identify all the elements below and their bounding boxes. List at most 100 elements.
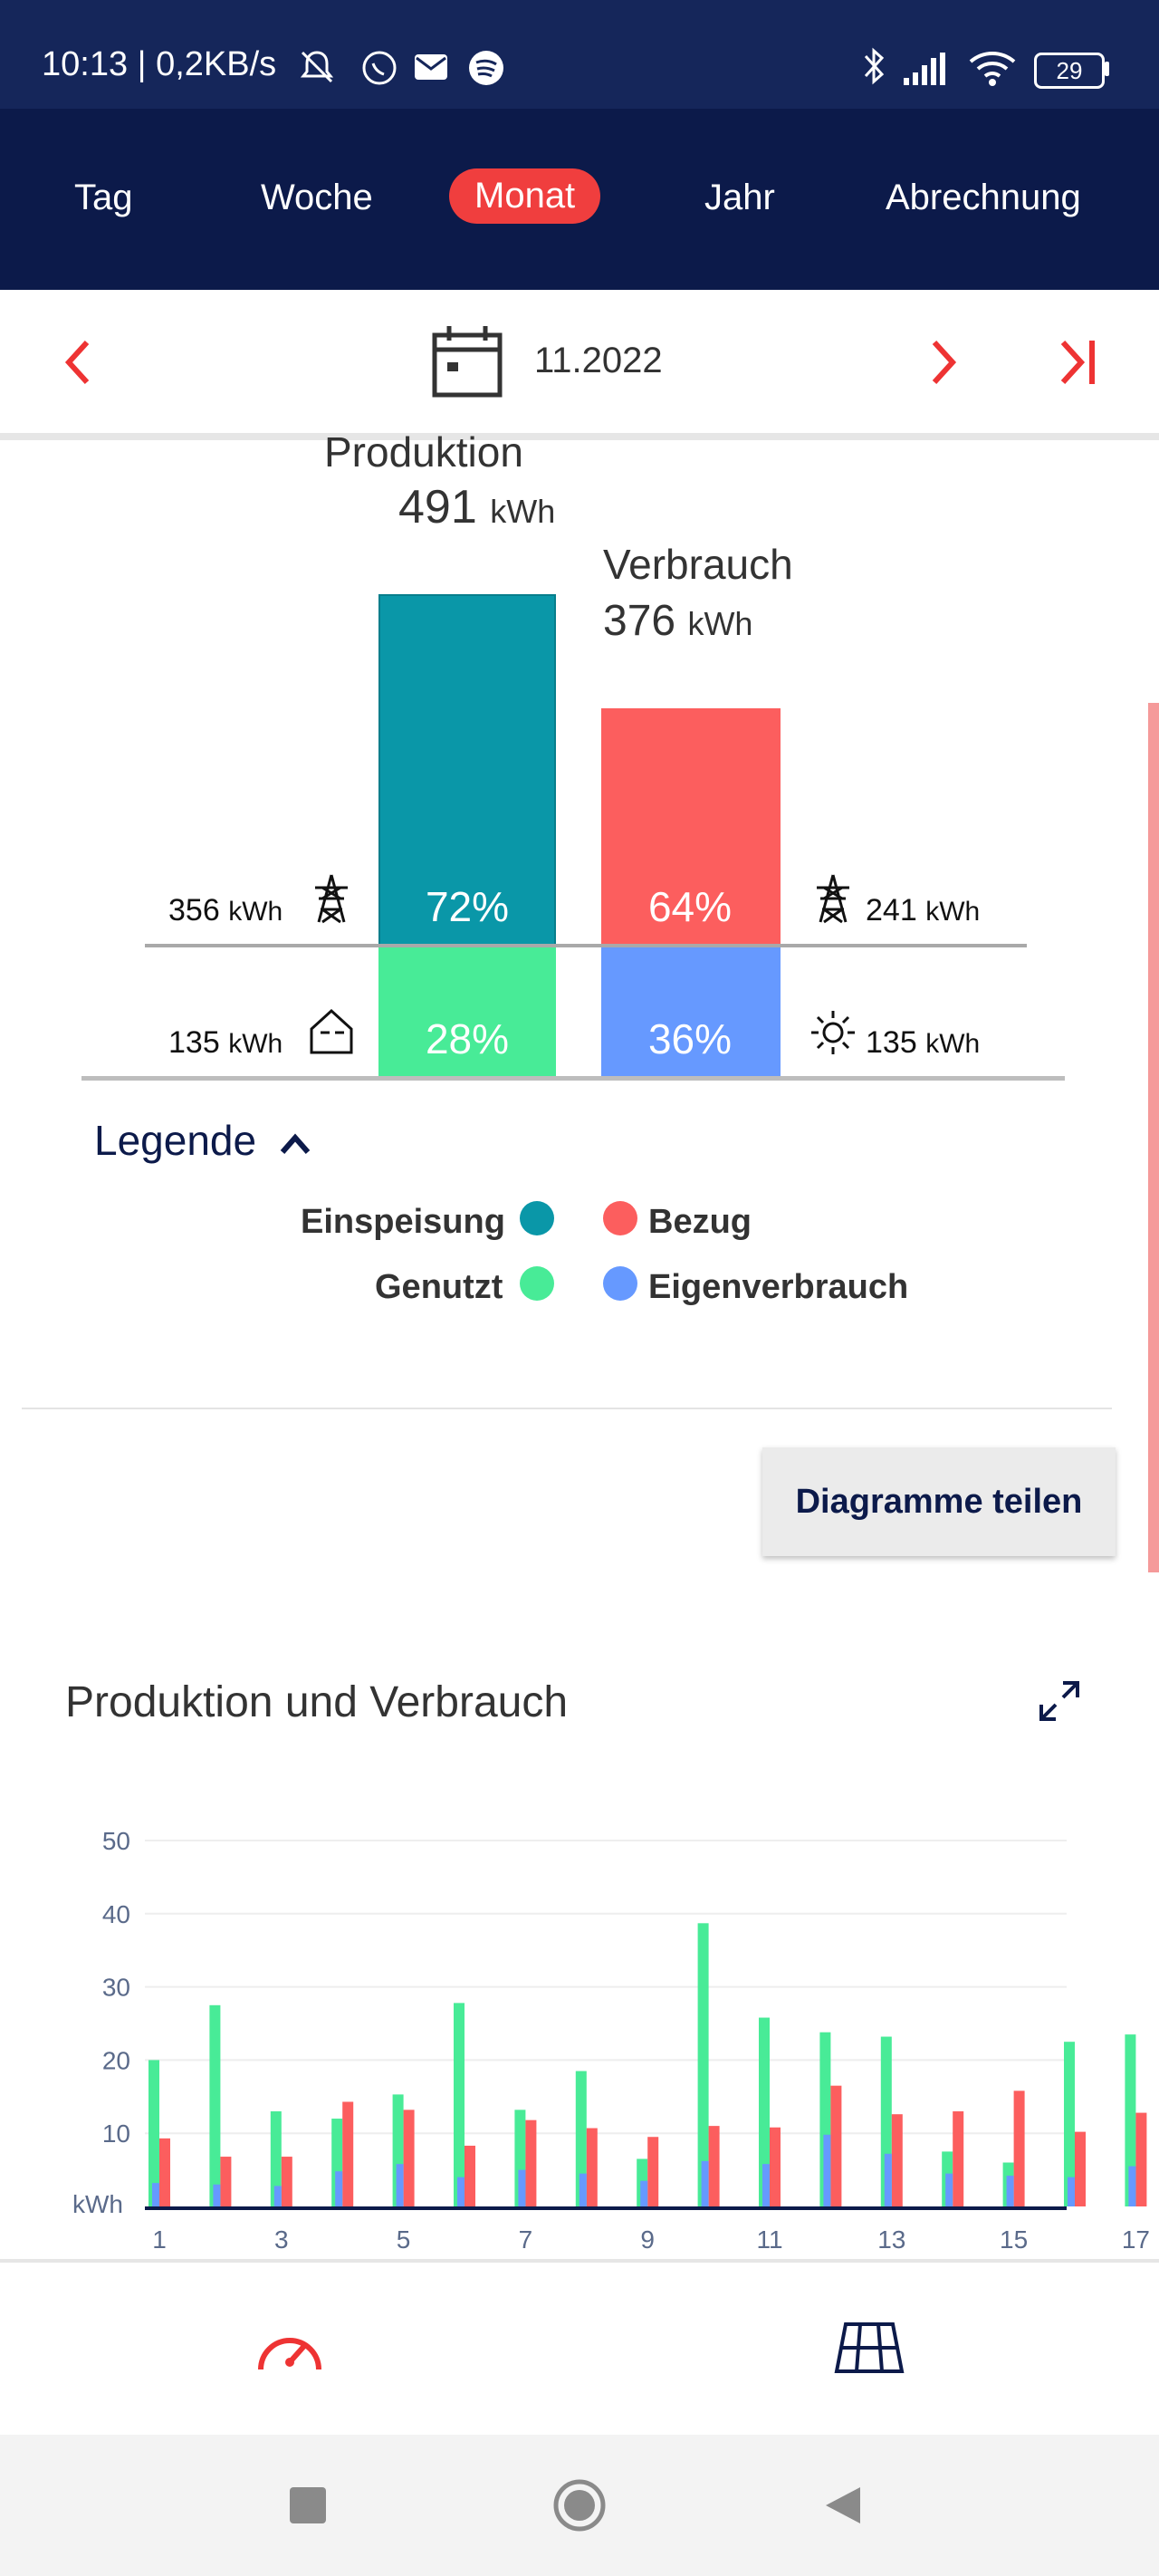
chevron-up-icon <box>280 1133 311 1154</box>
battery-icon: 29 <box>1034 53 1105 89</box>
bar-series-0-day-16 <box>1064 2042 1075 2206</box>
y-tick-label: 10 <box>102 2119 130 2148</box>
date-navigation: 11.2022 <box>0 290 1159 440</box>
calendar-icon[interactable] <box>429 324 505 400</box>
bar-series-1-day-14 <box>953 2110 964 2206</box>
bar-series-2-day-8 <box>579 2173 587 2206</box>
expand-icon[interactable] <box>1036 1677 1083 1725</box>
tab-abrechnung[interactable]: Abrechnung <box>886 178 1081 217</box>
home-button[interactable] <box>552 2478 607 2533</box>
legend-dot-genutzt <box>520 1266 554 1301</box>
bar-series-2-day-5 <box>396 2164 404 2206</box>
x-tick-label: 17 <box>1122 2225 1150 2254</box>
share-charts-button[interactable]: Diagramme teilen <box>762 1447 1116 1556</box>
bar-series-2-day-4 <box>335 2171 343 2206</box>
verbrauch-label: Verbrauch <box>603 541 793 588</box>
bar-series-0-day-6 <box>454 2003 465 2206</box>
status-time: 10:13 | 0,2KB/s <box>42 45 277 83</box>
verbrauch-total: 376 kWh <box>603 596 752 646</box>
bezug-unit: kWh <box>925 897 981 927</box>
bar-series-1-day-5 <box>403 2110 415 2206</box>
gauge-icon[interactable] <box>254 2319 326 2377</box>
eigenverbrauch-value: 135 <box>866 1025 917 1060</box>
bar-series-2-day-7 <box>518 2169 526 2206</box>
x-tick-label: 11 <box>756 2225 782 2254</box>
bar-series-0-day-10 <box>697 1923 709 2206</box>
back-button[interactable] <box>822 2484 864 2527</box>
einspeisung-value: 356 <box>168 893 220 928</box>
bar-series-2-day-15 <box>1006 2176 1014 2206</box>
eigenverbrauch-percent: 36% <box>647 1015 733 1062</box>
bar-series-1-day-4 <box>342 2101 354 2206</box>
y-tick-label: 40 <box>102 1900 130 1928</box>
current-period: 11.2022 <box>534 341 663 380</box>
bar-series-2-day-6 <box>457 2177 465 2206</box>
y-axis-unit: kWh <box>72 2190 123 2218</box>
bar-series-1-day-1 <box>159 2138 170 2206</box>
legend-genutzt: Genutzt <box>375 1268 503 1306</box>
legend-title: Legende <box>94 1117 257 1164</box>
y-tick-label: 30 <box>102 1974 130 2002</box>
verbrauch-value: 376 <box>603 597 676 645</box>
eigenverbrauch-kwh: 135 kWh <box>866 1025 980 1061</box>
legend-dot-bezug <box>603 1201 637 1235</box>
x-tick-label: 1 <box>152 2225 167 2254</box>
bar-series-2-day-11 <box>762 2164 770 2206</box>
eigenverbrauch-unit: kWh <box>925 1029 981 1059</box>
x-tick-label: 5 <box>397 2225 411 2254</box>
x-tick-label: 7 <box>519 2225 533 2254</box>
status-bar: 10:13 | 0,2KB/s 29 <box>0 0 1159 109</box>
section-divider <box>22 1408 1112 1409</box>
bar-series-2-day-2 <box>213 2184 221 2206</box>
bezug-bar <box>601 708 781 946</box>
tab-woche[interactable]: Woche <box>261 178 373 217</box>
bluetooth-icon <box>864 47 885 85</box>
produktion-label: Produktion <box>324 428 523 476</box>
bottom-navigation <box>0 2259 1159 2438</box>
bar-series-1-day-9 <box>647 2137 659 2206</box>
x-tick-label: 3 <box>274 2225 289 2254</box>
recent-apps-button[interactable] <box>290 2487 326 2523</box>
whatsapp-icon <box>362 51 397 85</box>
spotify-icon <box>469 51 503 85</box>
solar-panel-icon[interactable] <box>833 2321 905 2375</box>
bezug-value: 241 <box>866 893 917 928</box>
x-tick-label: 9 <box>640 2225 655 2254</box>
x-tick-label: 13 <box>877 2225 905 2254</box>
tab-tag[interactable]: Tag <box>74 178 133 217</box>
baseline <box>81 1076 1065 1081</box>
house-icon <box>310 1008 353 1054</box>
einspeisung-percent: 72% <box>425 883 510 930</box>
legend-toggle[interactable]: Legende <box>94 1116 313 1165</box>
scrollbar[interactable] <box>1148 703 1159 1572</box>
legend-einspeisung: Einspeisung <box>301 1203 505 1241</box>
tab-jahr[interactable]: Jahr <box>704 178 775 217</box>
bar-series-1-day-12 <box>830 2085 842 2206</box>
tab-monat[interactable]: Monat <box>449 168 601 224</box>
signal-icon <box>904 53 945 85</box>
legend-dot-einspeisung <box>520 1201 554 1235</box>
system-navigation-bar <box>0 2435 1159 2576</box>
bar-series-2-day-3 <box>273 2186 282 2206</box>
bar-series-0-day-3 <box>270 2110 282 2206</box>
einspeisung-kwh: 356 kWh <box>168 893 283 928</box>
daily-chart-svg: 10203040501357911131517192123252729 <box>102 1827 1150 2254</box>
y-tick-label: 20 <box>102 2046 130 2074</box>
genutzt-unit: kWh <box>228 1029 283 1059</box>
bar-series-2-day-9 <box>640 2180 648 2206</box>
bar-series-1-day-17 <box>1135 2112 1147 2206</box>
next-period-icon[interactable] <box>925 337 962 388</box>
bar-series-1-day-10 <box>708 2126 720 2206</box>
last-period-icon[interactable] <box>1056 337 1101 388</box>
bar-series-2-day-16 <box>1068 2177 1075 2206</box>
verbrauch-unit: kWh <box>687 605 753 642</box>
bar-series-1-day-6 <box>465 2145 475 2206</box>
genutzt-value: 135 <box>168 1025 220 1060</box>
bar-series-0-day-11 <box>759 2017 770 2206</box>
bar-series-1-day-3 <box>281 2157 292 2206</box>
chart-title: Produktion und Verbrauch <box>65 1678 569 1726</box>
battery-level: 29 <box>1056 57 1083 84</box>
bar-series-1-day-2 <box>220 2157 232 2206</box>
produktion-total: 491 kWh <box>398 480 555 534</box>
previous-period-icon[interactable] <box>60 337 96 388</box>
